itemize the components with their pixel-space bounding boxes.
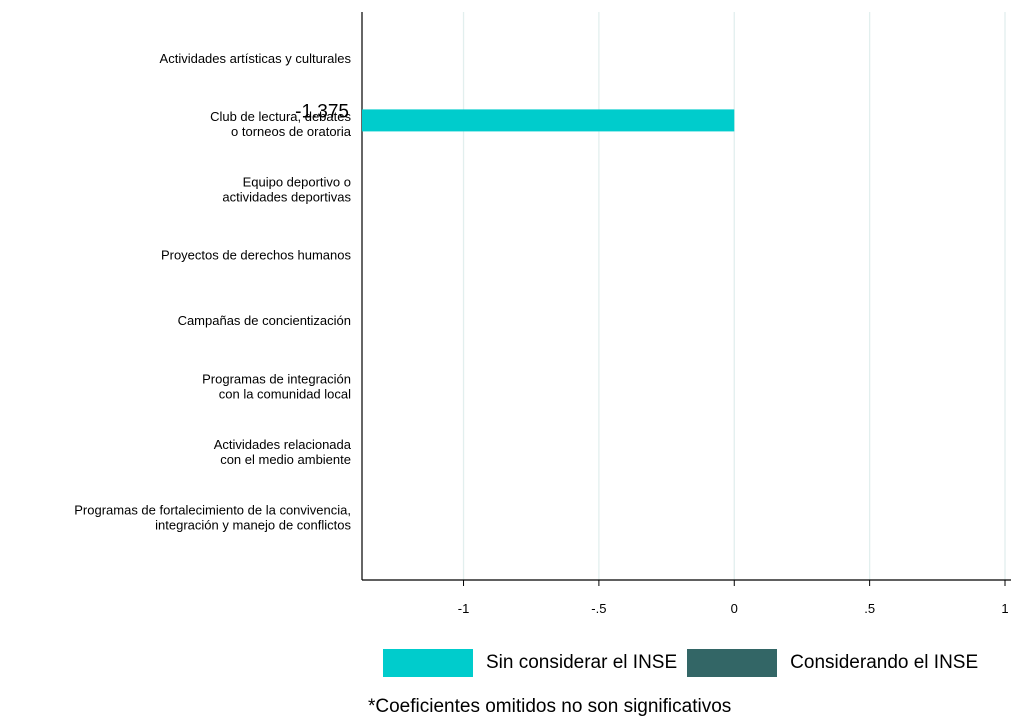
x-tick-label-2: 0 (731, 601, 738, 616)
footnote: *Coeficientes omitidos no son significat… (368, 696, 732, 717)
x-tick-label-3: .5 (864, 601, 875, 616)
category-label-7: Programas de fortalecimiento de la convi… (74, 503, 351, 533)
category-label-3: Proyectos de derechos humanos (161, 248, 352, 263)
legend-swatch-series-1 (383, 649, 473, 677)
category-label-2: Equipo deportivo o actividades deportivas (222, 175, 351, 205)
category-label-0: Actividades artísticas y culturales (160, 51, 352, 66)
x-tick-label-0: -1 (458, 601, 470, 616)
legend-label-series-2: Considerando el INSE (790, 652, 979, 673)
data-label-1: -1.375 (295, 101, 349, 122)
x-tick-label-4: 1 (1001, 601, 1008, 616)
category-label-6: Actividades relacionada con el medio ambi… (214, 437, 352, 467)
category-label-5: Programas de integración con la comunidad… (202, 371, 351, 401)
bar-1-1 (362, 109, 735, 132)
legend-swatch-series-2 (687, 649, 778, 677)
category-label-4: Campañas de concientización (178, 313, 351, 328)
legend-label-series-1: Sin considerar el INSE (486, 652, 678, 673)
legend: Sin considerar el INSE Considerando el I… (383, 649, 988, 677)
x-tick-label-1: -.5 (591, 601, 606, 616)
category-label-1: Club de lectura, debates o torneos de ora… (210, 109, 352, 139)
